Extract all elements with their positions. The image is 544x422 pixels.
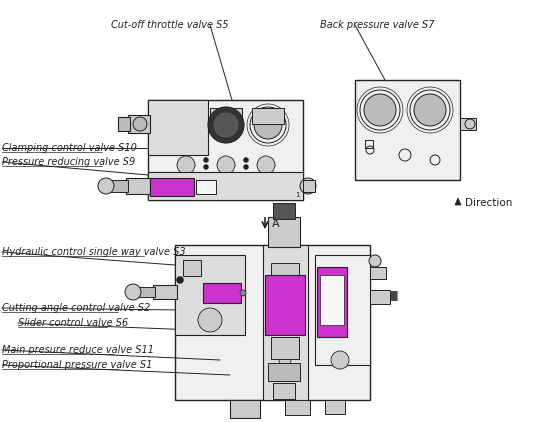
Bar [263, 245, 308, 400]
Circle shape [254, 111, 282, 139]
Text: Cut-off throttle valve S5: Cut-off throttle valve S5 [111, 20, 229, 30]
Circle shape [198, 308, 222, 332]
Bar [196, 180, 216, 194]
Bar [137, 287, 155, 297]
Circle shape [244, 165, 249, 170]
Bar [210, 108, 242, 124]
Bar [265, 275, 305, 335]
Text: Slider control valve S6: Slider control valve S6 [18, 318, 128, 328]
Circle shape [214, 113, 238, 137]
Bar [273, 203, 295, 219]
Text: Direction: Direction [465, 198, 512, 208]
Circle shape [98, 178, 114, 194]
Bar [128, 115, 150, 133]
Bar [303, 180, 315, 192]
Circle shape [176, 276, 183, 284]
Bar [271, 263, 299, 283]
Bar [118, 117, 130, 131]
Bar [148, 100, 303, 200]
Bar [153, 285, 177, 299]
Bar [148, 100, 208, 155]
Bar [355, 80, 460, 180]
Bar [203, 283, 241, 303]
Circle shape [240, 290, 246, 296]
Text: Hydraulic control single way valve S3: Hydraulic control single way valve S3 [2, 247, 186, 257]
Bar [252, 108, 284, 124]
Bar [460, 118, 476, 130]
Bar [325, 400, 345, 414]
Circle shape [244, 157, 249, 162]
Bar [268, 217, 300, 247]
Bar [230, 400, 260, 418]
Bar [317, 267, 347, 337]
Bar [175, 245, 370, 400]
Bar [150, 178, 194, 196]
Circle shape [364, 94, 396, 126]
Circle shape [133, 117, 147, 131]
Bar [320, 275, 344, 325]
Text: Main presure reduce valve S11: Main presure reduce valve S11 [2, 345, 154, 355]
Bar [110, 180, 128, 192]
Bar [271, 337, 299, 359]
Text: Pressure reducing valve S9: Pressure reducing valve S9 [2, 157, 135, 167]
Circle shape [331, 351, 349, 369]
Circle shape [208, 107, 244, 143]
Circle shape [203, 157, 208, 162]
Text: 1: 1 [295, 192, 300, 198]
Circle shape [369, 255, 381, 267]
Bar [273, 383, 295, 399]
Circle shape [203, 165, 208, 170]
Bar [370, 290, 390, 304]
Bar [126, 178, 150, 194]
Bar [365, 140, 373, 148]
Circle shape [279, 354, 291, 366]
Bar [315, 255, 370, 365]
Circle shape [125, 284, 141, 300]
Text: Proportional pressure valve S1: Proportional pressure valve S1 [2, 360, 152, 370]
Text: Clamping control valve S10: Clamping control valve S10 [2, 143, 137, 153]
Circle shape [217, 156, 235, 174]
Text: Cutting angle control valve S2: Cutting angle control valve S2 [2, 303, 150, 313]
Circle shape [414, 94, 446, 126]
Bar [183, 260, 201, 276]
Circle shape [257, 156, 275, 174]
Bar [285, 400, 310, 415]
Circle shape [177, 156, 195, 174]
Bar [148, 172, 303, 200]
Text: Back pressure valve S7: Back pressure valve S7 [320, 20, 435, 30]
Text: A: A [272, 219, 280, 229]
Bar [370, 267, 386, 279]
Bar [268, 363, 300, 381]
Polygon shape [455, 198, 461, 205]
Circle shape [300, 178, 316, 194]
Bar [175, 255, 245, 335]
